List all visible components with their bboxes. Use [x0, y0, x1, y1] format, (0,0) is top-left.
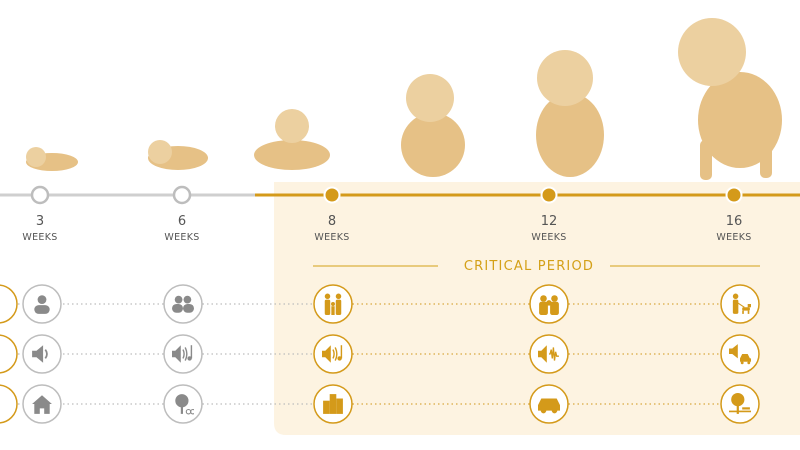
- icon-circle: [313, 334, 353, 374]
- icon-circle: [0, 334, 18, 374]
- week-number: 8: [328, 214, 336, 229]
- timeline-nodes: [30, 185, 743, 205]
- week-number: 16: [726, 214, 743, 229]
- critical-label: CRITICAL PERIOD: [464, 259, 594, 274]
- week-unit: WEEKS: [314, 232, 349, 243]
- week-number: 12: [541, 214, 558, 229]
- week-unit: WEEKS: [22, 232, 57, 243]
- week-number: 3: [36, 214, 44, 229]
- week-unit: WEEKS: [164, 232, 199, 243]
- week-unit: WEEKS: [531, 232, 566, 243]
- week-unit: WEEKS: [716, 232, 751, 243]
- week-number: 6: [178, 214, 186, 229]
- puppies: [26, 18, 782, 180]
- icon-circle: [0, 384, 18, 424]
- icon-circle: [720, 334, 760, 374]
- icon-circle: [0, 284, 18, 324]
- icon-circle: [163, 284, 203, 324]
- icon-circle: [163, 334, 203, 374]
- icon-grid: [0, 284, 760, 424]
